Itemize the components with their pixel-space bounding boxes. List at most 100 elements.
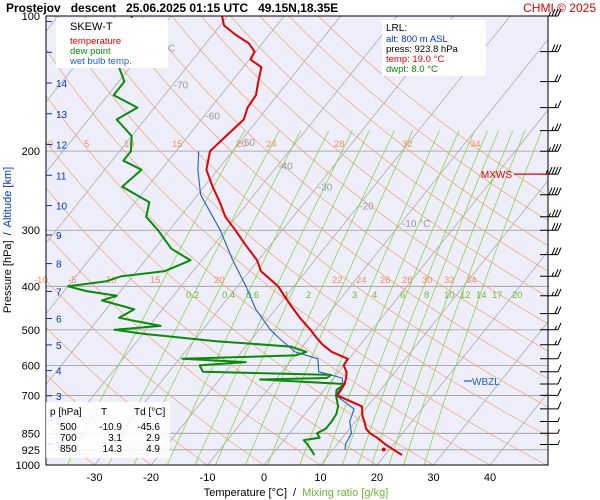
profile-layer [66, 16, 403, 456]
mixing-ratio-label: 4 [372, 290, 377, 301]
wind-barb [540, 44, 562, 53]
mixing-ratio-line [403, 130, 526, 465]
altitude-tick-label: 11 [56, 171, 67, 182]
isotherm-line [263, 109, 548, 465]
legend-wetbulb: wet bulb temp. [69, 56, 132, 67]
dry-adiabat [46, 279, 265, 465]
wind-barb-half [551, 272, 554, 277]
dry-adiabat [288, 16, 548, 222]
plot-background [46, 16, 548, 465]
wind-barb [540, 429, 560, 434]
wind-barb-full [554, 123, 559, 131]
isotherm-line [46, 16, 229, 244]
mixing-ratio-label: 12 [460, 290, 471, 301]
wind-barb-full [551, 187, 556, 195]
wind-barb-full [548, 187, 553, 195]
wind-barb-full [557, 223, 562, 231]
table-header-t: T [101, 407, 107, 418]
wind-barb-half [545, 169, 548, 175]
mixing-ratio-line [245, 130, 395, 465]
legend-dewpoint: dew point [70, 46, 111, 57]
wind-barb-full [557, 123, 562, 131]
wind-barb-full [557, 166, 562, 175]
altitude-tick-label: 7 [56, 287, 62, 298]
wind-barb-full [557, 351, 562, 359]
wind-barb-full [554, 247, 559, 255]
dry-adiabat-label: 15 [150, 275, 161, 286]
wind-barb-full [554, 8, 559, 17]
isotherm-label: -60 [205, 111, 220, 122]
dry-adiabat-label: 26 [380, 275, 391, 286]
wind-barb-full [554, 74, 559, 82]
altitude-tick-label: 9 [56, 231, 62, 242]
table-cell-r2-t: 14.3 [103, 444, 123, 455]
table-cell-r0-p: 500 [60, 422, 77, 433]
dry-adiabat [46, 233, 322, 465]
table-cell-r1-p: 700 [60, 433, 77, 444]
temperature-tick-label: 0 [261, 472, 267, 484]
isotherm-line [433, 321, 548, 465]
dry-adiabat-label: 28 [402, 275, 413, 286]
table-cell-r0-t: -10.9 [99, 422, 122, 433]
wind-barb-full [554, 44, 559, 52]
temperature-tick-label: -10 [200, 472, 216, 484]
dry-adiabat-label: 15 [172, 139, 183, 150]
chart-title: Prostejov descent 25.06.2025 01:15 UTC 4… [6, 1, 338, 15]
wetbulb-line [197, 151, 355, 450]
y-axis-title-separator: / [2, 231, 14, 235]
wind-barb-half [554, 340, 557, 345]
mixing-ratio-label: 0.6 [246, 290, 259, 301]
wind-barb-full [557, 247, 562, 255]
wind-barb [540, 223, 562, 231]
pressure-tick-label: 925 [22, 445, 40, 457]
wind-barb [540, 288, 562, 297]
wind-barb-full [554, 306, 559, 314]
mixing-ratio-label: 0.4 [222, 290, 235, 301]
pressure-tick-label: 700 [22, 390, 40, 402]
temperature-line [205, 16, 403, 456]
wind-barb-half [551, 126, 554, 131]
isotherm-line [46, 16, 285, 315]
wind-barb [540, 322, 562, 331]
dry-adiabat-label: 30 [422, 275, 433, 286]
dry-adiabat [46, 95, 491, 465]
mixing-ratio-label: 17 [492, 290, 503, 301]
dry-adiabat-label: 24 [266, 139, 277, 150]
mixing-ratio-label: 3 [352, 290, 357, 301]
wind-barb-half [551, 291, 554, 296]
lrl-dewpoint: dwpt: 8.0 °C [386, 64, 438, 75]
wind-barb-full [557, 74, 562, 82]
x-axis-title: Temperature [°C] / Mixing ratio [g/kg] [204, 487, 389, 499]
wind-barbs [464, 8, 562, 445]
isotherm-label: -70 [174, 80, 189, 91]
wind-barb-full [557, 376, 562, 385]
altitude-tick-label: 3 [56, 392, 62, 403]
mixing-ratio-line [371, 130, 499, 465]
wind-barb [540, 388, 562, 396]
dry-adiabat-label: 10 [124, 139, 135, 150]
mixing-ratio-label: 1 [284, 290, 289, 301]
wind-barb-full [557, 144, 562, 152]
lrl-marker [381, 447, 386, 452]
temperature-tick-label: 20 [371, 472, 383, 484]
altitude-tick-label: 14 [56, 79, 68, 90]
mixing-ratio-line [357, 130, 488, 465]
mxws-label: MXWS [481, 170, 512, 181]
lrl-altitude: alt: 800 m ASL [386, 34, 448, 45]
dry-adiabat-label: 28 [334, 139, 345, 150]
wind-barb [540, 351, 562, 360]
dry-adiabat [171, 16, 548, 325]
temperature-tick-label: 30 [427, 472, 439, 484]
pressure-tick-label: 400 [22, 281, 40, 293]
wind-barb-full [557, 401, 562, 410]
mixing-ratio-line [388, 130, 514, 465]
isotherm-line [46, 16, 342, 386]
wind-barb-full [551, 44, 556, 52]
legend-temperature: temperature [70, 36, 121, 47]
wind-barb [540, 364, 562, 373]
wind-barb-full [554, 144, 559, 152]
isotherm-line [150, 16, 511, 465]
wind-barb-full [548, 166, 553, 175]
legend-title: SKEW-T [70, 21, 113, 33]
